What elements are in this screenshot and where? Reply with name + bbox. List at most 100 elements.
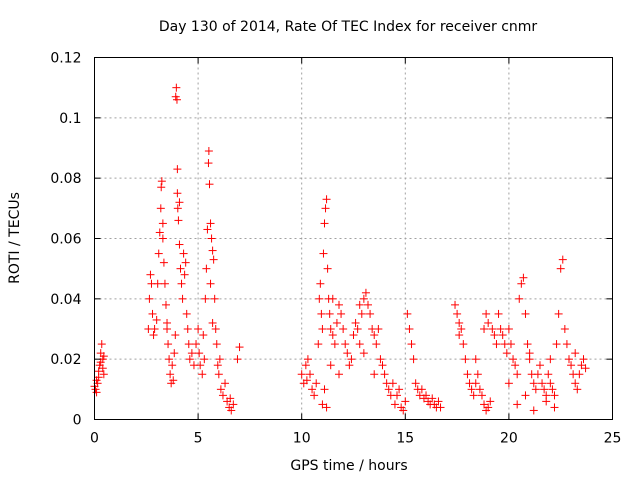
data-point [213, 361, 222, 370]
data-point [328, 331, 337, 340]
data-point [182, 309, 191, 318]
data-point [509, 355, 518, 364]
data-point [575, 370, 584, 379]
data-point [160, 279, 169, 288]
data-point [531, 385, 540, 394]
x-tick-label: 5 [194, 431, 203, 447]
data-point [303, 355, 312, 364]
data-point [178, 294, 187, 303]
data-point [215, 355, 224, 364]
data-point [407, 340, 416, 349]
data-point [168, 361, 177, 370]
data-point [355, 300, 364, 309]
data-point [359, 349, 368, 358]
data-point [183, 325, 192, 333]
data-point [297, 370, 306, 379]
data-point [337, 309, 346, 318]
data-point [334, 300, 343, 309]
data-point [209, 255, 218, 264]
data-point [206, 279, 215, 288]
data-point [401, 397, 410, 406]
data-point [174, 216, 183, 225]
data-point [165, 355, 174, 364]
data-point [544, 370, 553, 379]
data-point [357, 309, 366, 318]
data-point [384, 385, 393, 394]
y-tick-label: 0.06 [50, 232, 81, 248]
data-point [322, 403, 331, 412]
data-point [535, 361, 544, 370]
data-point [519, 273, 528, 282]
data-point [159, 258, 168, 267]
data-point [540, 385, 549, 394]
data-point [556, 264, 565, 273]
data-point [523, 340, 532, 349]
data-point [496, 325, 505, 333]
data-point [482, 309, 491, 318]
data-point [457, 325, 466, 333]
data-point [564, 355, 573, 364]
data-point [417, 385, 426, 394]
data-point [148, 309, 157, 318]
data-point [310, 391, 319, 400]
data-point [529, 379, 538, 388]
data-point [455, 331, 464, 340]
data-point [218, 391, 227, 400]
data-point [221, 379, 230, 388]
data-point [529, 406, 538, 415]
data-point [484, 318, 493, 327]
data-point [562, 340, 571, 349]
data-point [214, 370, 223, 379]
data-point [577, 361, 586, 370]
data-point [320, 219, 329, 228]
data-point [334, 370, 343, 379]
data-point [521, 391, 530, 400]
data-point [202, 264, 211, 273]
data-point [315, 294, 324, 303]
data-point [152, 315, 161, 324]
data-point [321, 204, 330, 213]
data-point [434, 397, 443, 406]
data-point [200, 355, 209, 364]
data-point [302, 376, 311, 385]
data-point [388, 379, 397, 388]
data-point [157, 177, 166, 186]
data-point [99, 352, 108, 361]
data-point [471, 379, 480, 388]
data-point [204, 147, 213, 156]
data-point [216, 385, 225, 394]
data-point [203, 225, 212, 234]
data-point [153, 279, 162, 288]
data-point [173, 189, 182, 198]
data-point [475, 385, 484, 394]
x-tick-label: 0 [90, 431, 99, 447]
data-point [552, 340, 561, 349]
data-point [208, 246, 217, 255]
data-point [212, 340, 221, 349]
data-point [473, 370, 482, 379]
data-point [172, 95, 181, 104]
data-point [486, 397, 495, 406]
data-point [176, 264, 185, 273]
data-point [573, 385, 582, 394]
data-point [177, 279, 186, 288]
data-point [166, 370, 175, 379]
data-point [158, 234, 167, 243]
data-point [97, 340, 106, 349]
data-point [154, 249, 163, 258]
data-point [233, 355, 242, 364]
data-point [567, 361, 576, 370]
data-point [201, 294, 210, 303]
y-axis-label: ROTI / TECUs [7, 192, 23, 284]
data-point [380, 370, 389, 379]
data-point [318, 400, 327, 409]
data-point [361, 288, 370, 297]
data-point [172, 83, 181, 92]
chart-title: Day 130 of 2014, Rate Of TEC Index for r… [159, 19, 538, 35]
data-point [550, 403, 559, 412]
data-point [314, 340, 323, 349]
data-point [374, 325, 383, 333]
data-point [504, 325, 513, 333]
data-point [158, 219, 167, 228]
data-point [538, 379, 547, 388]
